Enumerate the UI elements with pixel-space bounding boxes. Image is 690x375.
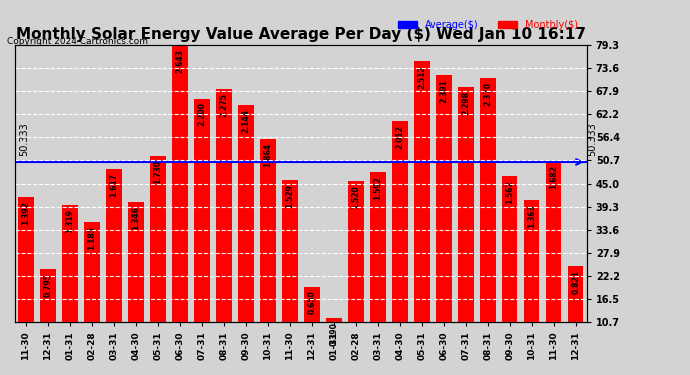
- Bar: [480, 78, 495, 366]
- Bar: [282, 180, 297, 366]
- Bar: [568, 266, 584, 366]
- Text: 0.821: 0.821: [571, 270, 580, 294]
- Text: 1.682: 1.682: [549, 165, 558, 189]
- Bar: [194, 99, 210, 366]
- Text: 1.392: 1.392: [21, 201, 30, 225]
- Text: 2.512: 2.512: [417, 65, 426, 88]
- Bar: [546, 161, 562, 366]
- Bar: [392, 122, 408, 366]
- Bar: [304, 286, 319, 366]
- Text: 1.617: 1.617: [110, 173, 119, 197]
- Text: 1.363: 1.363: [527, 204, 536, 228]
- Text: 1.185: 1.185: [88, 226, 97, 250]
- Bar: [40, 269, 56, 366]
- Text: 1.562: 1.562: [505, 180, 514, 204]
- Text: 0.795: 0.795: [43, 273, 52, 297]
- Bar: [414, 61, 430, 366]
- Text: 2.391: 2.391: [440, 80, 449, 104]
- Bar: [128, 202, 144, 366]
- Text: Copyright 2024 Cartronics.com: Copyright 2024 Cartronics.com: [7, 38, 148, 46]
- Bar: [502, 176, 518, 366]
- Bar: [62, 206, 78, 366]
- Title: Monthly Solar Energy Value Average Per Day ($) Wed Jan 10 16:17: Monthly Solar Energy Value Average Per D…: [16, 27, 586, 42]
- Text: 2.370: 2.370: [483, 82, 492, 106]
- Bar: [370, 172, 386, 366]
- Text: 2.144: 2.144: [241, 110, 250, 133]
- Text: 2.275: 2.275: [219, 93, 228, 117]
- Bar: [216, 90, 232, 366]
- Bar: [19, 196, 34, 366]
- Text: 1.520: 1.520: [351, 185, 360, 209]
- Text: 1.864: 1.864: [264, 143, 273, 167]
- Text: 0.390: 0.390: [329, 322, 338, 346]
- Text: 1.529: 1.529: [286, 184, 295, 208]
- Text: 1.730: 1.730: [153, 160, 162, 184]
- Bar: [260, 140, 275, 366]
- Text: 2.200: 2.200: [197, 103, 206, 126]
- Text: 1.346: 1.346: [132, 206, 141, 230]
- Bar: [348, 181, 364, 366]
- Text: 1.592: 1.592: [373, 176, 382, 200]
- Text: 50.333: 50.333: [19, 122, 30, 156]
- Text: 1.319: 1.319: [66, 210, 75, 233]
- Bar: [436, 75, 451, 366]
- Bar: [172, 45, 188, 366]
- Legend: Average($), Monthly($): Average($), Monthly($): [393, 16, 582, 34]
- Bar: [150, 156, 166, 366]
- Bar: [524, 200, 540, 366]
- Bar: [106, 169, 121, 366]
- Text: 2.298: 2.298: [462, 91, 471, 115]
- Text: 2.012: 2.012: [395, 125, 404, 149]
- Bar: [326, 318, 342, 366]
- Text: 50.333: 50.333: [586, 122, 597, 156]
- Text: 0.650: 0.650: [307, 291, 317, 314]
- Text: 2.643: 2.643: [175, 49, 184, 73]
- Bar: [238, 105, 254, 366]
- Bar: [84, 222, 99, 366]
- Bar: [458, 87, 473, 366]
